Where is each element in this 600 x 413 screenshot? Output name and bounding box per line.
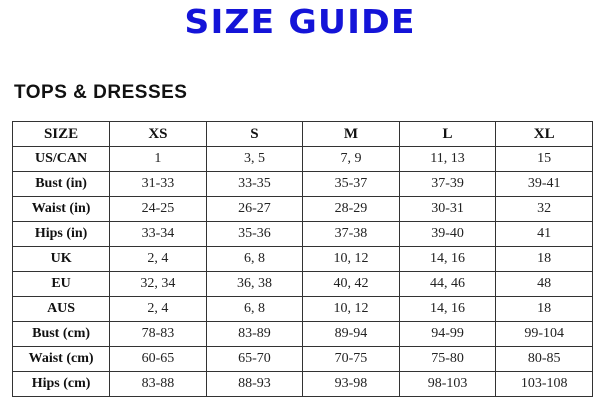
table-cell: 39-40 [398,221,497,247]
row-label: UK [11,246,111,272]
size-table: SIZE XS S M L XL US/CAN 1 3, 5 7, 9 11, 13 15 Bust (… [11,121,593,397]
table-cell: 37-38 [302,221,400,247]
table-cell: 83-88 [109,371,207,397]
table-cell: 78-83 [109,321,207,347]
table-cell: 11, 13 [398,146,497,172]
table-cell: 24-25 [109,196,207,222]
table-cell: 6, 8 [205,246,304,272]
column-header: XL [495,121,593,147]
table-cell: 14, 16 [398,246,497,272]
column-header: SIZE [11,121,111,147]
page-title: SIZE GUIDE [184,2,416,41]
table-cell: 40, 42 [302,271,400,297]
table-cell: 30-31 [398,196,497,222]
table-cell: 32, 34 [109,271,207,297]
row-label: Bust (cm) [11,321,111,347]
table-cell: 44, 46 [398,271,497,297]
table-cell: 33-34 [109,221,207,247]
table-cell: 75-80 [398,346,497,372]
table-cell: 18 [495,296,593,322]
section-heading: TOPS & DRESSES [14,82,188,103]
table-cell: 2, 4 [109,296,207,322]
table-cell: 70-75 [302,346,400,372]
table-cell: 15 [495,146,593,172]
table-cell: 26-27 [205,196,304,222]
table-cell: 39-41 [495,171,593,197]
table-cell: 32 [495,196,593,222]
table-cell: 14, 16 [398,296,497,322]
row-label: Hips (in) [11,221,111,247]
table-cell: 65-70 [205,346,304,372]
table-cell: 35-36 [205,221,304,247]
column-header: S [205,121,304,147]
table-cell: 31-33 [109,171,207,197]
table-cell: 83-89 [205,321,304,347]
table-cell: 88-93 [205,371,304,397]
table-cell: 6, 8 [205,296,304,322]
row-label: AUS [11,296,111,322]
table-cell: 60-65 [109,346,207,372]
table-cell: 7, 9 [302,146,400,172]
table-cell: 89-94 [302,321,400,347]
table-cell: 80-85 [495,346,593,372]
table-row: Waist (cm) 60-65 65-70 70-75 75-80 80-85 [11,346,593,372]
table-cell: 10, 12 [302,246,400,272]
table-cell: 28-29 [302,196,400,222]
table-cell: 1 [109,146,207,172]
table-cell: 10, 12 [302,296,400,322]
table-cell: 33-35 [205,171,304,197]
column-header: XS [109,121,207,147]
table-cell: 37-39 [398,171,497,197]
table-cell: 18 [495,246,593,272]
table-row: US/CAN 1 3, 5 7, 9 11, 13 15 [11,146,593,172]
table-cell: 36, 38 [205,271,304,297]
table-cell: 35-37 [302,171,400,197]
table-cell: 94-99 [398,321,497,347]
table-cell: 99-104 [495,321,593,347]
row-label: Waist (in) [11,196,111,222]
table-cell: 103-108 [495,371,593,397]
table-header-row: SIZE XS S M L XL [11,121,593,147]
table-row: AUS 2, 4 6, 8 10, 12 14, 16 18 [11,296,593,322]
table-row: Bust (in) 31-33 33-35 35-37 37-39 39-41 [11,171,593,197]
table-row: Waist (in) 24-25 26-27 28-29 30-31 32 [11,196,593,222]
table-cell: 2, 4 [109,246,207,272]
row-label: Hips (cm) [11,371,111,397]
table-cell: 41 [495,221,593,247]
table-cell: 98-103 [398,371,497,397]
row-label: US/CAN [11,146,111,172]
row-label: Waist (cm) [11,346,111,372]
table-cell: 3, 5 [205,146,304,172]
table-cell: 93-98 [302,371,400,397]
table-row: Hips (cm) 83-88 88-93 93-98 98-103 103-108 [11,371,593,397]
table-cell: 48 [495,271,593,297]
row-label: Bust (in) [11,171,111,197]
table-row: EU 32, 34 36, 38 40, 42 44, 46 48 [11,271,593,297]
row-label: EU [11,271,111,297]
table-row: Hips (in) 33-34 35-36 37-38 39-40 41 [11,221,593,247]
column-header: M [302,121,400,147]
table-row: UK 2, 4 6, 8 10, 12 14, 16 18 [11,246,593,272]
column-header: L [398,121,497,147]
table-row: Bust (cm) 78-83 83-89 89-94 94-99 99-104 [11,321,593,347]
